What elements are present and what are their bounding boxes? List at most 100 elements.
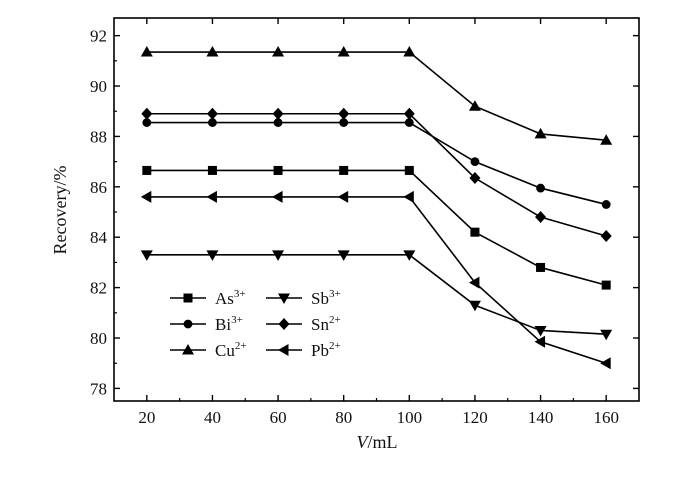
series-as bbox=[142, 165, 611, 290]
legend-marker bbox=[183, 293, 193, 303]
legend-label: Sn2+ bbox=[311, 314, 341, 334]
series-line bbox=[146, 121, 607, 206]
data-point bbox=[468, 300, 481, 312]
data-point bbox=[534, 325, 547, 337]
x-axis-title-variable: V bbox=[357, 432, 370, 452]
x-tick-label: 160 bbox=[593, 408, 619, 427]
data-point bbox=[403, 250, 416, 261]
y-tick-label: 78 bbox=[90, 379, 107, 398]
legend-item-pb: Pb2+ bbox=[266, 340, 341, 360]
plot-frame bbox=[113, 17, 640, 402]
data-point bbox=[404, 118, 414, 127]
data-point bbox=[337, 46, 350, 57]
data-point bbox=[601, 200, 611, 209]
data-point bbox=[534, 335, 546, 348]
series-line bbox=[146, 51, 607, 142]
legend: As3+ Bi3+ Cu2+ Sb3+ Sn2+ Pb2+ bbox=[170, 288, 341, 360]
data-point bbox=[600, 329, 613, 341]
data-point bbox=[272, 190, 283, 203]
data-point bbox=[470, 227, 480, 237]
y-tick-label: 80 bbox=[90, 329, 107, 348]
legend-label: Bi3+ bbox=[215, 314, 243, 334]
data-point bbox=[601, 280, 611, 290]
legend-item-cu: Cu2+ bbox=[170, 340, 247, 360]
data-point bbox=[140, 250, 153, 261]
data-point bbox=[600, 134, 613, 145]
x-tick-label: 100 bbox=[397, 408, 423, 427]
data-point bbox=[337, 190, 349, 203]
legend-label: Cu2+ bbox=[215, 340, 247, 360]
legend-marker bbox=[183, 319, 193, 329]
data-point bbox=[273, 118, 283, 127]
x-axis-title: V/mL bbox=[357, 432, 398, 452]
data-point bbox=[339, 165, 349, 175]
data-point bbox=[469, 172, 481, 185]
series-sb bbox=[140, 250, 613, 341]
axes: 20 40 60 80 100 120 140 160 78 80 82 84 86 88 90 92 bbox=[90, 18, 639, 427]
y-axis-title: Recovery/% bbox=[50, 166, 70, 255]
data-point bbox=[403, 46, 416, 57]
legend-marker bbox=[182, 344, 194, 355]
x-tick-label: 80 bbox=[335, 408, 352, 427]
series-line bbox=[146, 169, 607, 286]
series-sn bbox=[141, 107, 612, 242]
data-point bbox=[142, 165, 152, 175]
data-point bbox=[140, 190, 152, 203]
series-cu bbox=[140, 46, 613, 145]
data-point bbox=[206, 46, 219, 57]
data-point bbox=[600, 229, 612, 242]
x-tick-label: 140 bbox=[528, 408, 554, 427]
data-point bbox=[141, 107, 153, 120]
data-point bbox=[536, 262, 546, 272]
legend-item-sb: Sb3+ bbox=[266, 288, 341, 308]
legend-item-sn: Sn2+ bbox=[266, 314, 341, 334]
data-point bbox=[535, 211, 547, 224]
data-point bbox=[403, 190, 414, 203]
y-tick-label: 86 bbox=[90, 178, 107, 197]
legend-marker bbox=[278, 293, 290, 304]
data-point bbox=[140, 46, 153, 57]
data-point bbox=[536, 183, 545, 193]
legend-marker bbox=[278, 318, 290, 330]
data-point bbox=[206, 250, 219, 261]
data-point bbox=[272, 250, 285, 261]
x-tick-label: 120 bbox=[462, 408, 488, 427]
series-bi bbox=[142, 118, 611, 209]
data-point bbox=[403, 107, 415, 120]
data-point bbox=[337, 250, 350, 261]
x-tick-label: 20 bbox=[138, 408, 155, 427]
data-point bbox=[470, 157, 480, 167]
data-point bbox=[468, 276, 480, 289]
data-point bbox=[272, 46, 285, 57]
y-tick-label: 92 bbox=[90, 27, 107, 46]
y-tick-label: 82 bbox=[90, 279, 107, 298]
data-point bbox=[206, 190, 217, 203]
data-point bbox=[338, 107, 350, 120]
data-point bbox=[208, 118, 217, 127]
y-tick-label: 84 bbox=[90, 228, 108, 247]
data-point bbox=[534, 127, 547, 139]
legend-marker bbox=[278, 344, 289, 356]
data-point bbox=[404, 165, 414, 175]
data-point bbox=[273, 165, 283, 175]
data-point bbox=[339, 118, 349, 127]
data-point bbox=[206, 107, 218, 120]
plot-area bbox=[140, 46, 613, 370]
x-tick-label: 40 bbox=[204, 408, 221, 427]
legend-item-as: As3+ bbox=[170, 288, 246, 308]
y-tick-label: 90 bbox=[90, 77, 107, 96]
legend-label: As3+ bbox=[215, 288, 246, 308]
data-point bbox=[272, 107, 284, 120]
data-point bbox=[468, 100, 481, 111]
legend-label: Sb3+ bbox=[311, 288, 341, 308]
x-tick-label: 60 bbox=[270, 408, 287, 427]
legend-item-bi: Bi3+ bbox=[170, 314, 243, 334]
series-line bbox=[146, 112, 607, 237]
y-tick-label: 88 bbox=[90, 127, 107, 146]
series-line bbox=[146, 196, 607, 364]
series-line bbox=[146, 254, 607, 336]
legend-label: Pb2+ bbox=[311, 340, 341, 360]
x-axis-title-unit: /mL bbox=[368, 432, 398, 452]
data-point bbox=[142, 118, 152, 127]
